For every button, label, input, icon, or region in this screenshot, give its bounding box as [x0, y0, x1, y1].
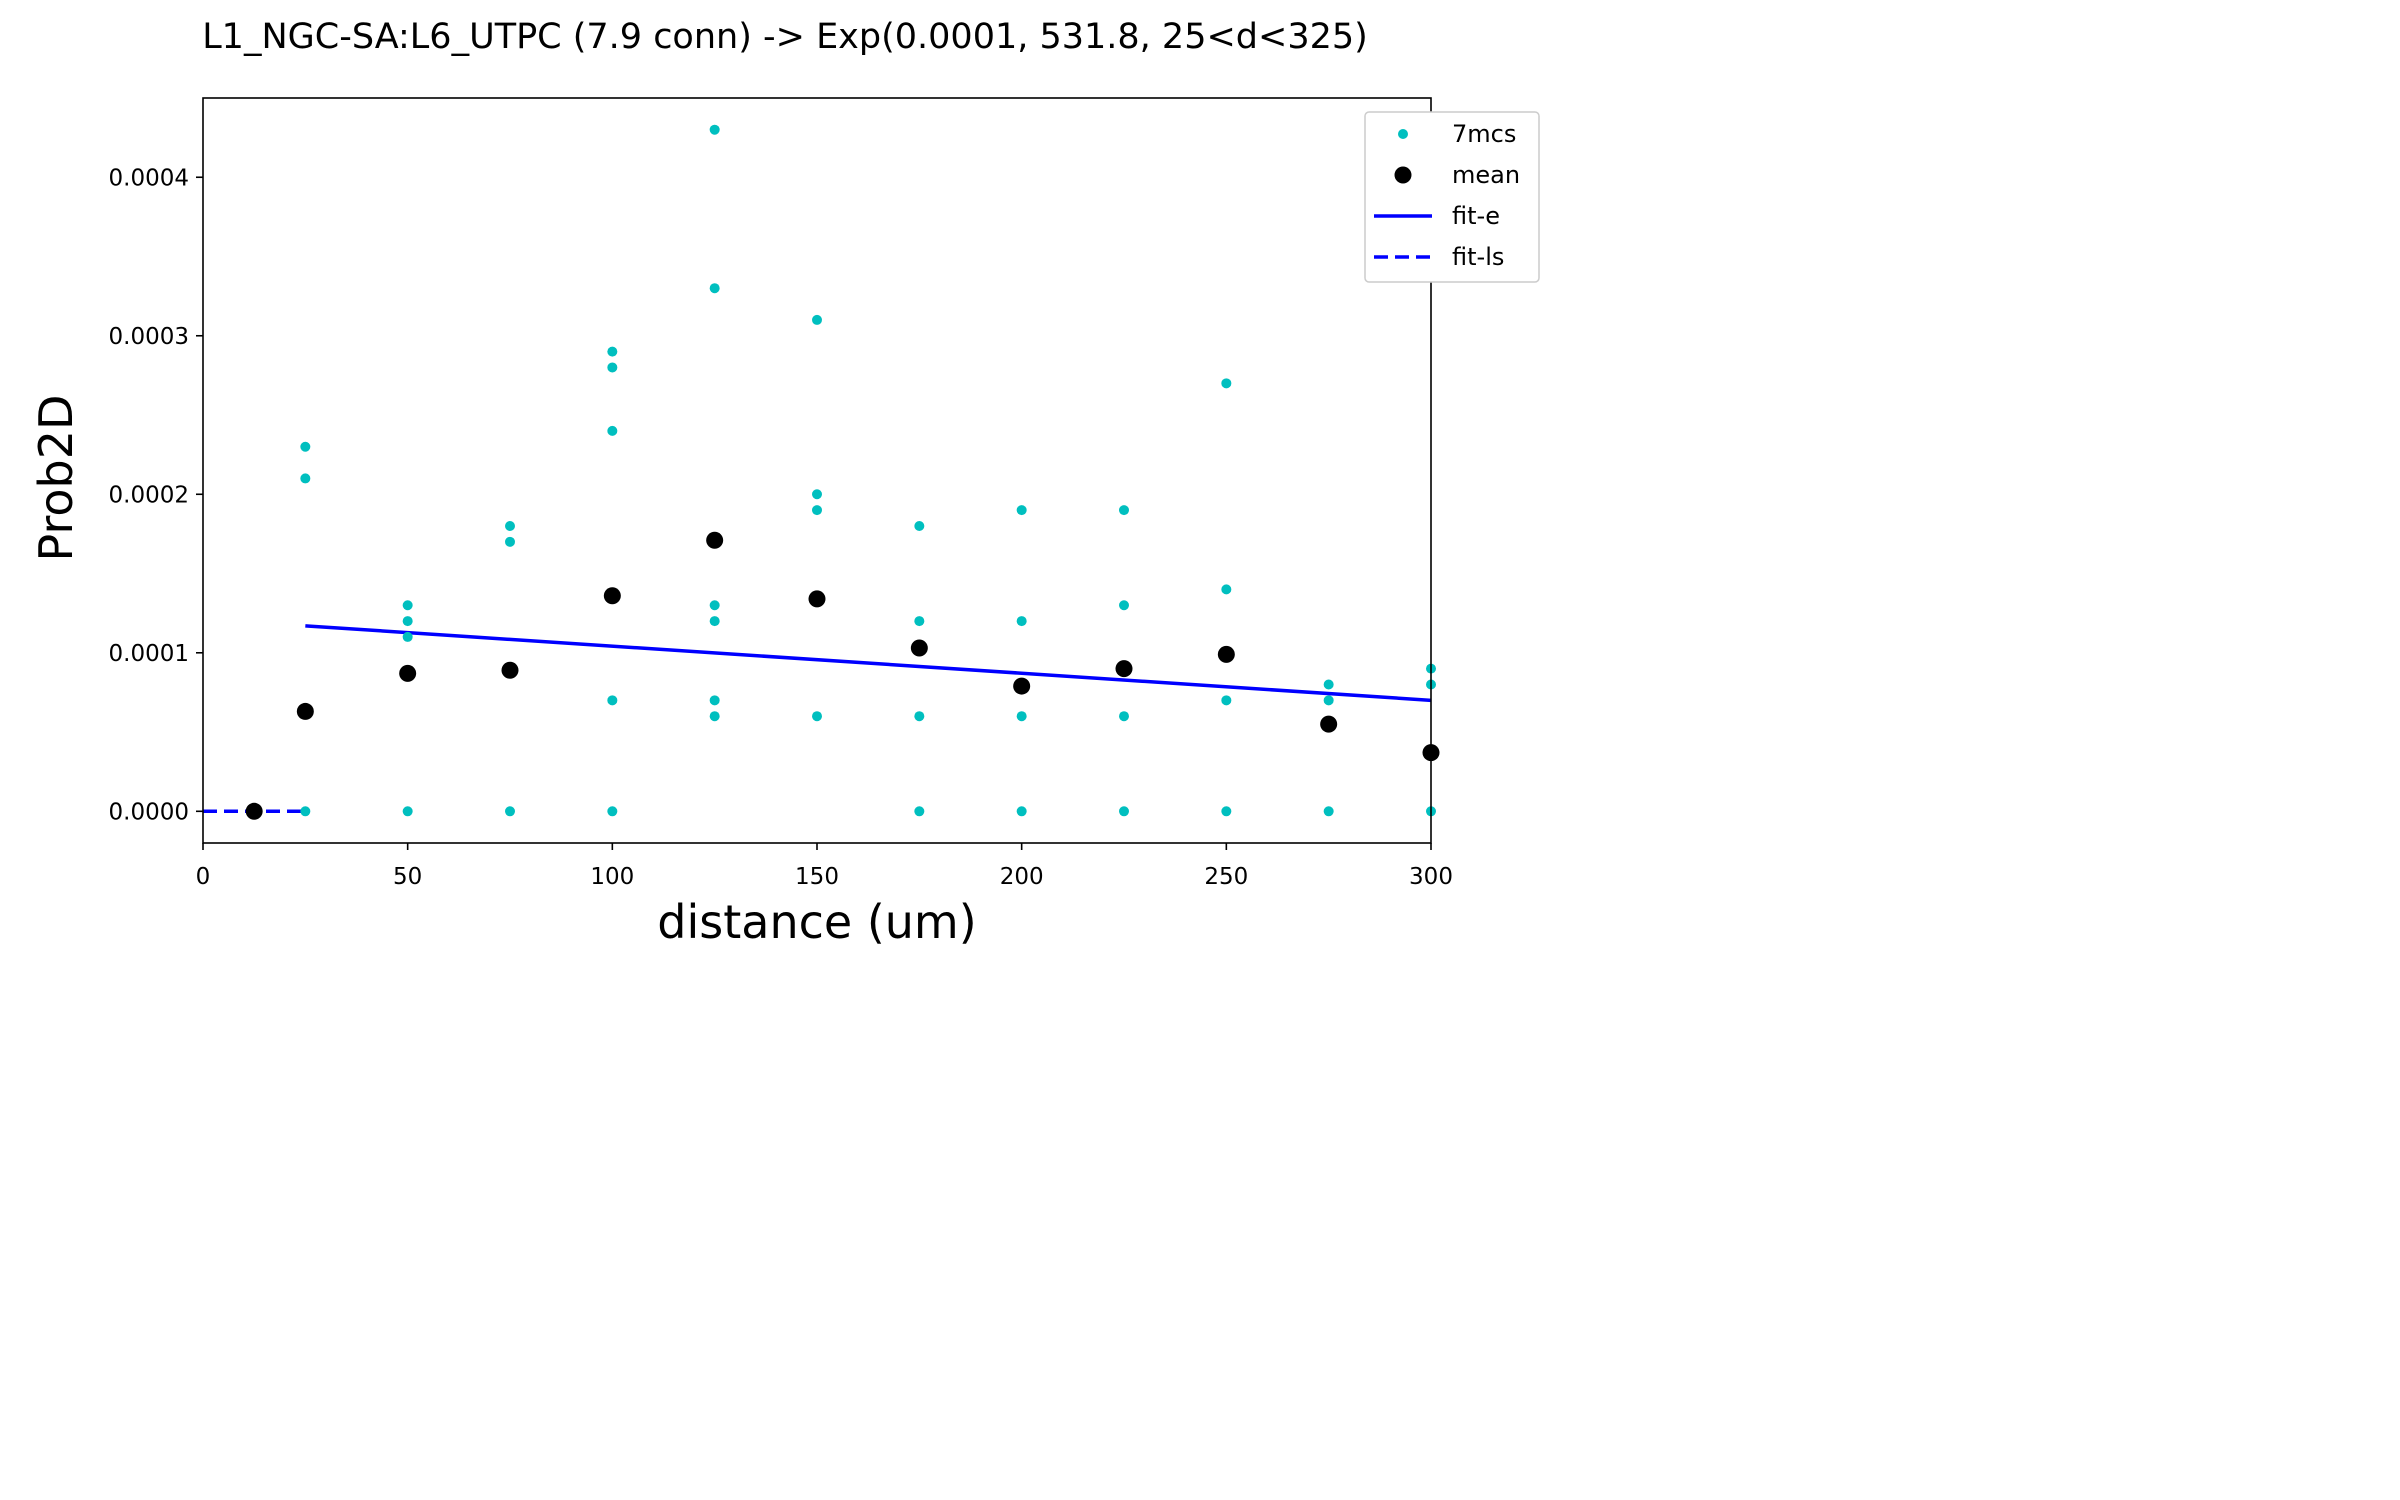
- x-tick-label: 250: [1204, 864, 1248, 890]
- point-7mcs: [1221, 584, 1232, 595]
- plot-frame: [202, 97, 1432, 844]
- point-mean: [808, 590, 826, 608]
- plot-area: [203, 124, 1440, 820]
- point-7mcs: [1221, 695, 1232, 706]
- point-mean: [399, 664, 417, 682]
- point-mean: [603, 587, 621, 605]
- point-7mcs: [1323, 695, 1334, 706]
- point-7mcs: [709, 711, 720, 722]
- x-tick-label: 50: [393, 864, 422, 890]
- point-7mcs: [709, 600, 720, 611]
- point-7mcs: [1119, 505, 1129, 516]
- point-mean: [1013, 677, 1031, 695]
- y-axis: 0.0000 0.0001 0.0002 0.0003 0.0004: [109, 165, 203, 825]
- legend-label-fit-ls: fit-ls: [1452, 243, 1504, 271]
- series-fit-e: [305, 624, 1432, 703]
- point-mean: [910, 639, 928, 657]
- point-7mcs: [709, 124, 720, 135]
- point-7mcs: [1323, 679, 1334, 690]
- point-7mcs: [505, 806, 515, 817]
- point-mean: [501, 661, 519, 679]
- point-mean: [1115, 660, 1133, 678]
- point-7mcs: [505, 520, 515, 531]
- point-7mcs: [1323, 806, 1334, 817]
- point-7mcs: [709, 283, 720, 294]
- point-7mcs: [812, 314, 822, 325]
- chart: L1_NGC-SA:L6_UTPC (7.9 conn) -> Exp(0.00…: [29, 17, 1540, 949]
- point-7mcs: [607, 695, 618, 706]
- point-7mcs: [402, 631, 413, 642]
- point-7mcs: [1016, 806, 1027, 817]
- point-7mcs: [607, 362, 618, 373]
- y-tick-label: 0.0003: [109, 324, 189, 350]
- point-7mcs: [1119, 600, 1129, 611]
- point-7mcs: [300, 441, 311, 452]
- point-7mcs: [709, 616, 720, 627]
- x-tick-label: 200: [1000, 864, 1044, 890]
- point-7mcs: [914, 616, 925, 627]
- point-mean: [1217, 645, 1235, 663]
- point-mean: [706, 531, 724, 549]
- point-7mcs: [1016, 616, 1027, 627]
- point-mean: [1320, 715, 1338, 733]
- y-tick-label: 0.0004: [109, 165, 189, 191]
- y-tick-label: 0.0001: [109, 641, 189, 667]
- point-7mcs: [1016, 711, 1027, 722]
- point-7mcs: [812, 711, 822, 722]
- point-7mcs: [607, 425, 618, 436]
- chart-title: L1_NGC-SA:L6_UTPC (7.9 conn) -> Exp(0.00…: [202, 17, 1368, 57]
- point-7mcs: [402, 616, 413, 627]
- y-tick-label: 0.0002: [109, 482, 189, 508]
- point-7mcs: [300, 473, 311, 484]
- point-7mcs: [300, 806, 311, 817]
- point-7mcs: [505, 536, 515, 547]
- point-7mcs: [1016, 505, 1027, 516]
- point-7mcs: [709, 695, 720, 706]
- point-7mcs: [914, 806, 925, 817]
- point-7mcs: [607, 346, 618, 357]
- legend-marker-7mcs: [1398, 129, 1408, 139]
- point-7mcs: [1221, 806, 1232, 817]
- y-tick-label: 0.0000: [109, 799, 189, 825]
- x-tick-label: 0: [196, 864, 211, 890]
- point-mean: [245, 802, 263, 820]
- point-7mcs: [812, 489, 822, 500]
- legend-label-7mcs: 7mcs: [1452, 120, 1516, 148]
- point-7mcs: [812, 505, 822, 516]
- y-axis-label: Prob2D: [29, 395, 83, 562]
- x-axis-label: distance (um): [657, 895, 976, 949]
- x-tick-label: 150: [795, 864, 839, 890]
- point-7mcs: [1119, 806, 1129, 817]
- x-tick-label: 100: [590, 864, 634, 890]
- legend-marker-mean: [1394, 166, 1412, 184]
- legend-label-mean: mean: [1452, 161, 1520, 189]
- point-7mcs: [1221, 378, 1232, 389]
- point-7mcs: [607, 806, 618, 817]
- point-7mcs: [402, 806, 413, 817]
- x-tick-label: 300: [1409, 864, 1453, 890]
- point-7mcs: [914, 711, 925, 722]
- point-7mcs: [1119, 711, 1129, 722]
- legend-box: [1364, 111, 1540, 283]
- point-7mcs: [402, 600, 413, 611]
- legend-label-fit-e: fit-e: [1452, 202, 1500, 230]
- x-axis: 0 50 100 150 200 250 300: [196, 843, 1453, 890]
- legend: 7mcs mean fit-e fit-ls: [1364, 111, 1540, 283]
- point-mean: [296, 702, 314, 720]
- point-7mcs: [914, 520, 925, 531]
